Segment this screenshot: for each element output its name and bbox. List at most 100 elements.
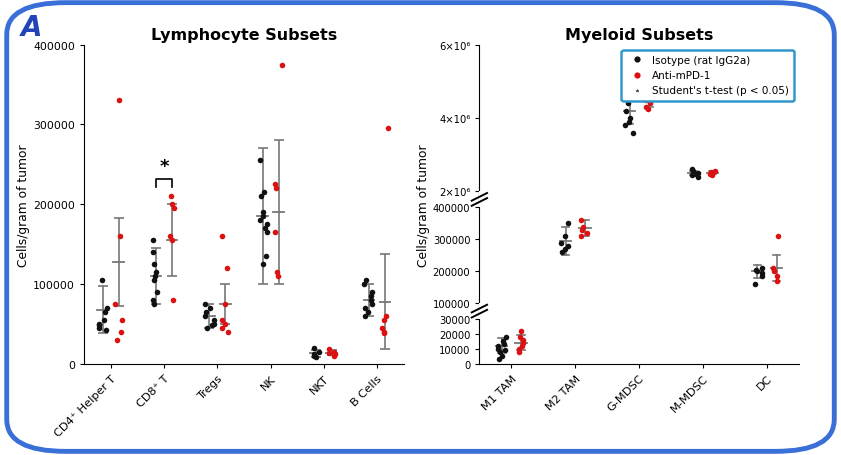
Point [364,297,378,304]
Point [377,329,390,336]
Point [361,308,374,316]
Point [207,320,220,328]
Point [618,122,632,130]
Point [275,62,288,69]
Point [574,233,588,240]
Point [492,356,505,363]
Point [748,281,762,288]
Point [561,220,574,228]
Point [307,344,320,352]
Point [327,349,341,356]
Point [98,308,112,316]
Point [163,233,177,240]
Point [146,237,160,244]
Point [495,353,509,360]
Point [770,273,783,280]
Point [755,273,769,280]
Point [498,341,511,349]
Point [256,209,269,217]
Point [164,193,177,200]
Point [685,172,698,179]
Point [271,273,284,280]
Point [215,324,229,332]
Point [269,181,283,188]
Point [686,168,700,176]
Point [377,317,390,324]
Point [215,233,229,240]
Point [491,345,505,353]
Point [149,273,162,280]
Point [513,334,526,341]
Point [377,330,390,338]
Point [147,277,161,284]
Point [771,233,785,240]
Point [689,171,702,178]
Point [623,115,637,122]
Point [558,233,572,240]
Point [364,293,378,300]
Point [381,126,394,133]
Point [309,354,323,361]
Point [221,329,235,336]
Point [639,104,653,111]
Point [312,349,325,356]
Point [562,243,575,250]
Point [767,268,780,275]
Point [147,261,161,268]
Point [516,337,529,344]
Point [110,337,124,344]
Point [165,201,178,208]
Point [750,268,764,275]
Point [379,313,393,320]
Point [556,249,569,256]
Point [515,343,528,350]
Point [215,317,229,324]
Point [496,338,510,345]
Point [498,347,511,354]
Point [114,233,127,240]
Point [574,227,588,234]
Point [500,334,513,341]
Text: *: * [159,158,169,176]
Point [218,301,231,308]
Point [621,101,635,108]
Title: Lymphocyte Subsets: Lymphocyte Subsets [151,28,337,43]
Point [706,172,719,179]
Point [113,97,126,105]
Bar [479,192,799,208]
Point [269,185,283,192]
Point [755,265,769,272]
Point [685,167,699,174]
Point [147,301,161,308]
Point [703,171,717,178]
Point [755,269,769,277]
Point [577,223,590,231]
Text: A: A [21,14,43,41]
Point [627,130,640,137]
Point [167,205,181,212]
Point [329,351,342,358]
Point [574,217,588,224]
Point [253,217,267,224]
Point [145,297,159,304]
Point [198,313,212,320]
Point [365,289,378,296]
Point [516,339,530,347]
Y-axis label: Cells/gram of tumor: Cells/gram of tumor [417,144,430,266]
Point [257,261,270,268]
Point [639,97,653,104]
Point [308,351,321,358]
Point [100,305,114,312]
Point [260,229,273,236]
Bar [479,303,799,319]
Point [207,317,220,324]
Point [205,322,219,329]
Point [359,277,373,284]
Point [257,213,270,220]
Point [258,225,272,232]
Point [146,249,160,256]
Point [515,328,528,335]
Point [97,317,110,324]
Point [704,169,717,177]
Point [166,237,179,244]
